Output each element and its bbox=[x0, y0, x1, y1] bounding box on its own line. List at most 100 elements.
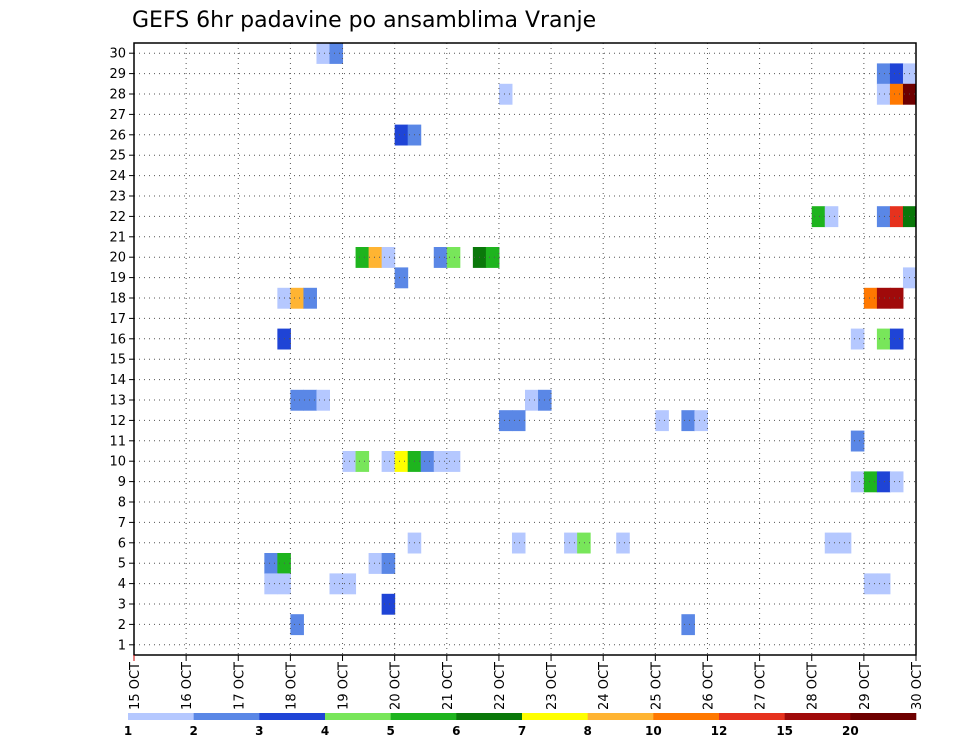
x-tick-label: 28 OCT bbox=[806, 662, 821, 710]
heatmap-cell bbox=[889, 63, 904, 85]
x-tick-label: 15 OCT bbox=[128, 662, 143, 710]
heatmap-cell bbox=[498, 83, 513, 105]
legend-label: 1 bbox=[124, 724, 132, 738]
y-tick-label: 10 bbox=[109, 455, 126, 470]
heatmap-cell bbox=[433, 247, 448, 268]
x-tick-label: 29 OCT bbox=[858, 662, 873, 710]
y-tick-label: 21 bbox=[109, 230, 126, 245]
x-tick-label: 21 OCT bbox=[441, 662, 456, 710]
y-tick-label: 3 bbox=[118, 598, 126, 613]
legend-label: 3 bbox=[255, 724, 263, 738]
heatmap-cell bbox=[889, 83, 904, 105]
legend-label: 2 bbox=[189, 724, 197, 738]
y-tick-label: 6 bbox=[118, 536, 126, 551]
legend-swatch bbox=[850, 713, 917, 720]
heatmap-cell bbox=[316, 389, 330, 411]
heatmap-cell bbox=[511, 532, 526, 554]
y-tick-label: 17 bbox=[109, 312, 126, 327]
heatmap-cell bbox=[577, 532, 591, 554]
heatmap-cell bbox=[876, 287, 891, 309]
heatmap-cell bbox=[850, 430, 865, 452]
heatmap-cell bbox=[316, 43, 330, 64]
legend-swatch bbox=[128, 713, 194, 720]
heatmap-cell bbox=[433, 451, 448, 472]
y-tick-label: 22 bbox=[109, 210, 126, 225]
legend-label: 8 bbox=[583, 724, 591, 738]
x-tick-label: 27 OCT bbox=[754, 662, 769, 710]
heatmap-cell bbox=[811, 206, 826, 228]
heatmap-cell bbox=[681, 614, 695, 636]
heatmap-cell bbox=[694, 410, 708, 432]
heatmap-cell bbox=[889, 471, 904, 493]
heatmap-cell bbox=[394, 267, 409, 289]
heatmap-cell bbox=[355, 247, 370, 268]
legend-swatch bbox=[587, 713, 654, 720]
y-tick-label: 30 bbox=[109, 47, 126, 62]
legend-label: 15 bbox=[776, 724, 793, 738]
heatmap-cell bbox=[381, 451, 396, 472]
heatmap-cell bbox=[485, 247, 500, 268]
legend-swatch bbox=[784, 713, 851, 720]
heatmap-cell bbox=[329, 43, 344, 64]
heatmap-cell bbox=[616, 532, 630, 554]
legend-label: 10 bbox=[645, 724, 662, 738]
heatmap-cell bbox=[850, 328, 865, 350]
x-tick-label: 26 OCT bbox=[701, 662, 716, 710]
heatmap-cell bbox=[850, 471, 865, 493]
x-tick-label: 18 OCT bbox=[284, 662, 299, 710]
heatmap-cell bbox=[889, 328, 904, 350]
y-tick-label: 16 bbox=[109, 332, 126, 347]
y-tick-label: 23 bbox=[109, 190, 126, 205]
y-tick-label: 1 bbox=[118, 638, 126, 653]
legend-swatch bbox=[522, 713, 588, 720]
x-tick-label: 17 OCT bbox=[232, 662, 247, 710]
y-tick-label: 26 bbox=[109, 128, 126, 143]
heatmap-cell bbox=[381, 593, 396, 615]
y-tick-label: 20 bbox=[109, 251, 126, 266]
y-tick-label: 29 bbox=[109, 67, 126, 82]
legend-swatch bbox=[259, 713, 326, 720]
y-tick-label: 15 bbox=[109, 353, 126, 368]
heatmap-cell bbox=[889, 206, 904, 228]
heatmap-cell bbox=[303, 389, 317, 411]
x-tick-label: 22 OCT bbox=[493, 662, 508, 710]
heatmap-cells bbox=[264, 43, 917, 636]
legend-label: 7 bbox=[518, 724, 526, 738]
heatmap-cell bbox=[655, 410, 669, 432]
x-tick-label: 20 OCT bbox=[389, 662, 404, 710]
plot-frame bbox=[133, 42, 917, 656]
heatmap-cell bbox=[863, 573, 878, 595]
heatmap-cell bbox=[303, 287, 317, 309]
legend-label: 20 bbox=[842, 724, 859, 738]
y-tick-label: 11 bbox=[109, 434, 126, 449]
legend-swatch bbox=[719, 713, 785, 720]
legend-label: 6 bbox=[452, 724, 460, 738]
color-legend: 1 2 3 4 5 6 7 8 10 12 15 20 bbox=[124, 713, 917, 738]
x-tick-label: 19 OCT bbox=[337, 662, 352, 710]
grid-lines bbox=[134, 43, 916, 655]
heatmap-cell bbox=[381, 553, 396, 574]
heatmap-cell bbox=[394, 451, 409, 472]
heatmap-cell bbox=[876, 63, 891, 85]
heatmap-cell bbox=[876, 573, 891, 595]
heatmap-cell bbox=[863, 287, 878, 309]
legend-label: 12 bbox=[711, 724, 728, 738]
heatmap-cell bbox=[264, 573, 278, 595]
heatmap-cell bbox=[446, 451, 461, 472]
heatmap-cell bbox=[446, 247, 461, 268]
heatmap-cell bbox=[381, 247, 396, 268]
heatmap-cell bbox=[564, 532, 578, 554]
legend-label: 4 bbox=[321, 724, 329, 738]
y-tick-label: 25 bbox=[109, 149, 126, 164]
legend-swatch bbox=[325, 713, 391, 720]
heatmap-cell bbox=[420, 451, 435, 472]
heatmap-cell bbox=[511, 410, 526, 432]
y-tick-label: 12 bbox=[109, 414, 126, 429]
y-axis: 1234567891011121314151617181920212223242… bbox=[109, 47, 134, 653]
y-tick-label: 14 bbox=[109, 373, 126, 388]
heatmap-cell bbox=[264, 553, 278, 574]
heatmap-cell bbox=[876, 471, 891, 493]
heatmap-cell bbox=[889, 287, 904, 309]
y-tick-label: 27 bbox=[109, 108, 126, 123]
y-tick-label: 24 bbox=[109, 169, 126, 184]
